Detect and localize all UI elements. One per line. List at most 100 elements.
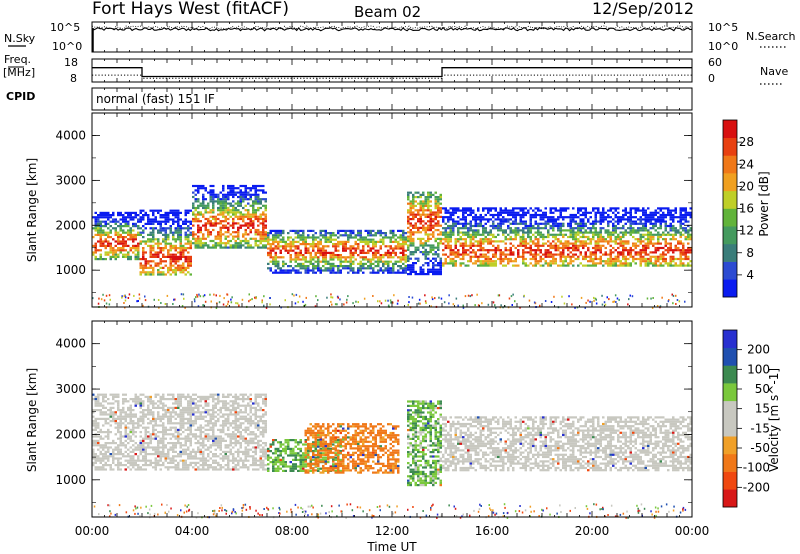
velocity-cell	[147, 431, 150, 434]
power-cell	[474, 222, 477, 225]
power-cell	[602, 244, 605, 247]
power-cell	[682, 253, 685, 256]
power-cell	[164, 247, 167, 250]
power-cell	[667, 211, 670, 214]
velocity-cell	[152, 420, 155, 423]
power-cell	[679, 222, 682, 225]
power-cell	[557, 249, 560, 252]
power-cell	[192, 231, 195, 234]
power-cell	[682, 242, 685, 245]
power-cell	[369, 271, 372, 274]
power-cell	[479, 260, 482, 263]
power-cell	[444, 233, 447, 236]
power-cell	[189, 209, 192, 212]
power-cell	[172, 264, 175, 267]
power-cell	[167, 233, 170, 236]
power-cell	[215, 307, 218, 309]
velocity-cell	[147, 417, 150, 420]
power-cell	[164, 211, 167, 214]
power-cell	[177, 236, 180, 239]
power-cell	[344, 256, 347, 259]
velocity-cell	[107, 398, 110, 401]
velocity-cell	[164, 413, 167, 416]
power-cell	[209, 211, 212, 214]
power-cell	[392, 262, 395, 265]
power-cell	[257, 189, 260, 192]
power-cell	[152, 271, 155, 274]
power-cell	[282, 236, 285, 239]
power-cell	[569, 231, 572, 234]
power-cell	[374, 251, 377, 254]
velocity-cell	[164, 428, 167, 431]
power-cell	[184, 220, 187, 223]
power-cell	[427, 264, 430, 267]
velocity-cell	[94, 428, 97, 431]
power-cell	[119, 251, 122, 254]
power-cell	[434, 198, 437, 201]
power-cell	[142, 240, 145, 243]
power-cell	[627, 242, 630, 245]
velocity-cell	[174, 442, 177, 445]
power-cell	[499, 240, 502, 243]
velocity-cell	[147, 442, 150, 445]
power-cell	[227, 226, 230, 229]
power-cell	[452, 209, 455, 212]
velocity-cell	[147, 400, 150, 403]
power-cell	[234, 215, 237, 218]
power-cell	[229, 233, 232, 236]
power-cell	[564, 242, 567, 245]
power-cell	[172, 260, 175, 263]
power-cell	[329, 258, 332, 261]
velocity-cell	[152, 406, 155, 409]
power-cell	[617, 218, 620, 221]
power-cell	[408, 296, 410, 298]
power-cell	[454, 262, 457, 265]
power-cell	[277, 267, 280, 270]
power-cell	[452, 257, 455, 261]
power-cell	[109, 255, 112, 258]
power-cell	[632, 207, 635, 210]
power-cell	[534, 255, 537, 258]
power-cell	[217, 235, 220, 238]
power-cell	[282, 262, 285, 265]
power-cell	[399, 271, 402, 274]
power-cell	[657, 264, 660, 267]
power-cell	[174, 214, 177, 217]
power-cell	[199, 246, 202, 249]
power-cell	[547, 249, 550, 252]
power-cell	[277, 236, 280, 239]
power-cell	[127, 231, 130, 234]
power-cell	[237, 187, 240, 190]
velocity-cell	[134, 459, 137, 462]
power-cell	[637, 238, 640, 241]
power-cell	[357, 232, 360, 235]
power-cell	[187, 251, 190, 254]
power-cell	[474, 260, 477, 263]
power-cell	[659, 235, 662, 239]
velocity-cell	[92, 442, 95, 445]
power-cell	[484, 231, 487, 234]
power-cell	[632, 249, 635, 252]
power-cell	[507, 220, 510, 223]
velocity-cell	[94, 398, 97, 401]
power-cell	[331, 303, 333, 306]
power-cell	[430, 305, 432, 308]
velocity-cell	[119, 415, 122, 418]
power-cell	[332, 256, 335, 259]
power-cell	[414, 213, 417, 216]
power-cell	[194, 300, 196, 303]
power-cell	[277, 229, 280, 232]
power-cell	[454, 224, 457, 228]
velocity-cell	[174, 398, 177, 401]
power-cell	[427, 226, 430, 229]
power-cell	[279, 234, 282, 237]
power-cell	[212, 189, 215, 192]
power-cell	[528, 299, 531, 302]
power-cell	[292, 243, 295, 246]
power-cell	[522, 240, 525, 243]
velocity-cell	[92, 428, 95, 431]
power-cell	[689, 249, 692, 252]
power-cell	[114, 231, 117, 234]
power-cell	[429, 215, 432, 218]
power-cell	[294, 240, 297, 243]
